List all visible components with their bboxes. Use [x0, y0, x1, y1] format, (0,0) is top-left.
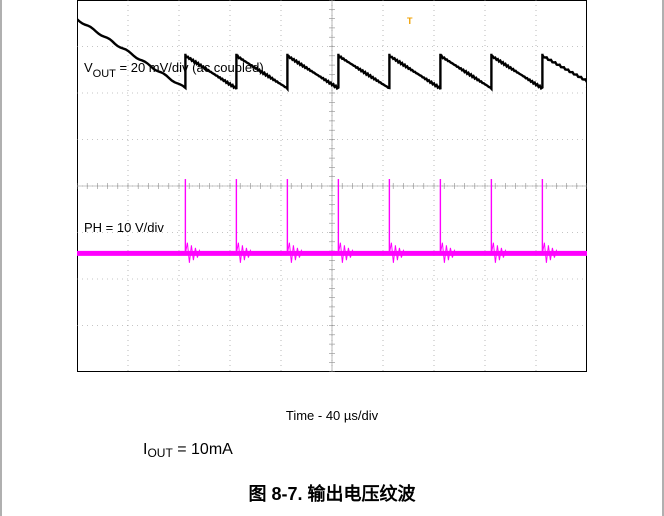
- left-frame-border: [0, 0, 2, 516]
- ph-ringing: [184, 242, 202, 263]
- oscilloscope-plot: T VOUT = 20 mV/div (ac coupled) PH = 10 …: [77, 0, 587, 372]
- ph-ringing: [541, 242, 559, 263]
- ph-ringing: [490, 242, 508, 263]
- vout-waveform: [77, 18, 587, 93]
- ph-ringing: [388, 242, 406, 263]
- ph-ringing: [286, 242, 304, 263]
- ph-ringing: [235, 242, 253, 263]
- right-frame-border: [662, 0, 664, 516]
- vout-trace: [77, 18, 587, 93]
- time-axis-label: Time - 40 µs/div: [285, 408, 379, 423]
- ph-ringing: [439, 242, 457, 263]
- trigger-marker: T: [407, 16, 413, 26]
- vout-channel-label: VOUT = 20 mV/div (ac coupled): [84, 60, 264, 80]
- iout-condition-label: IOUT = 10mA: [143, 441, 233, 460]
- ph-waveform: [77, 179, 587, 263]
- grid: [77, 0, 587, 372]
- ph-channel-label: PH = 10 V/div: [84, 220, 164, 235]
- ph-ringing: [337, 242, 355, 263]
- figure-caption: 图 8-7. 输出电压纹波: [248, 484, 416, 504]
